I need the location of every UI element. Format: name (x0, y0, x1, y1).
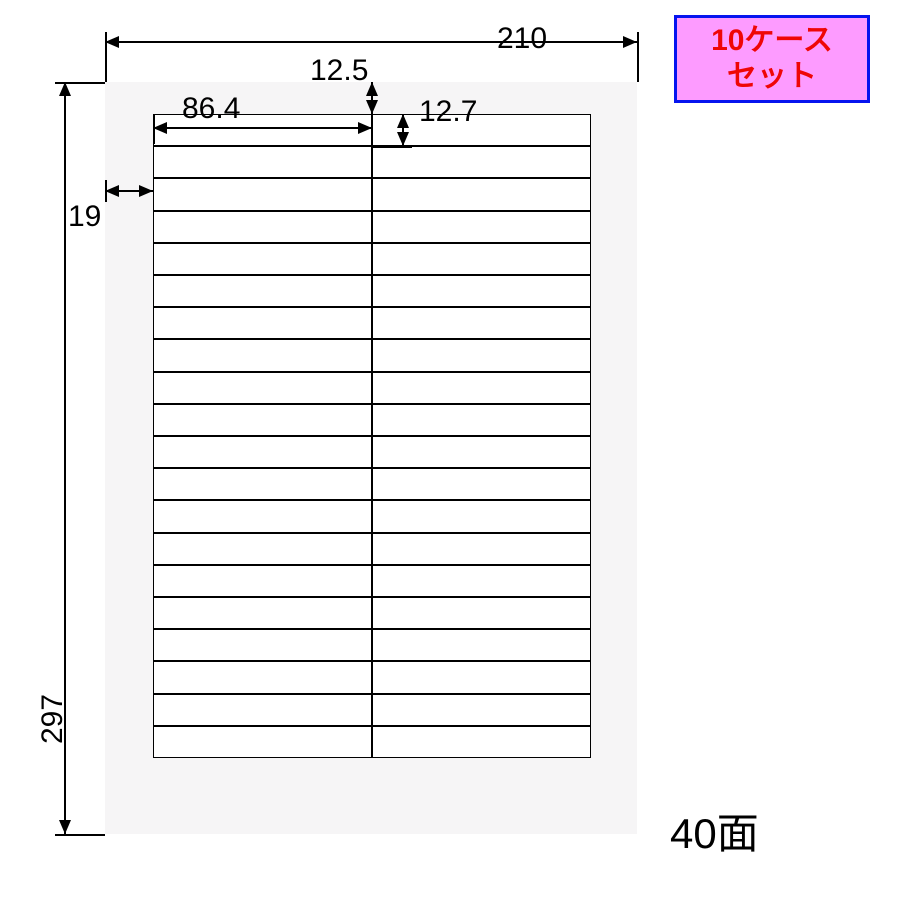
ext-line (637, 32, 639, 82)
label-cell (372, 275, 591, 307)
label-row (153, 307, 591, 339)
label-cell (153, 661, 372, 693)
arrow-icon (397, 114, 409, 128)
label-row (153, 629, 591, 661)
label-cell (153, 565, 372, 597)
label-cell (153, 243, 372, 275)
ext-line (55, 834, 105, 836)
label-cell (372, 694, 591, 726)
label-cell (153, 694, 372, 726)
label-row (153, 661, 591, 693)
label-cell (372, 146, 591, 178)
label-cell (372, 211, 591, 243)
label-cell (372, 307, 591, 339)
label-row (153, 275, 591, 307)
arrow-icon (397, 132, 409, 146)
label-cell (372, 404, 591, 436)
label-cell (372, 661, 591, 693)
arrow-icon (153, 122, 167, 134)
badge-line1: 10ケース (711, 23, 833, 59)
label-row (153, 565, 591, 597)
label-row (153, 404, 591, 436)
label-row (153, 436, 591, 468)
label-row (153, 146, 591, 178)
label-row (153, 243, 591, 275)
label-cell (372, 726, 591, 758)
arrow-icon (358, 122, 372, 134)
label-cell (372, 243, 591, 275)
label-grid (153, 114, 591, 758)
arrow-icon (623, 36, 637, 48)
dim-label-width-line (153, 127, 372, 129)
label-row (153, 211, 591, 243)
label-cell (372, 565, 591, 597)
arrow-icon (105, 36, 119, 48)
dim-label-height: 12.7 (419, 95, 477, 129)
label-row (153, 533, 591, 565)
label-row (153, 468, 591, 500)
label-cell (153, 178, 372, 210)
dim-top-margin: 12.5 (310, 54, 368, 88)
arrow-icon (105, 185, 119, 197)
label-cell (372, 533, 591, 565)
diagram-container: 10ケース セット 210 12.5 86.4 12.7 19 297 40面 (0, 0, 900, 900)
label-cell (153, 726, 372, 758)
label-row (153, 372, 591, 404)
arrow-icon (59, 82, 71, 96)
promo-badge: 10ケース セット (674, 15, 870, 103)
label-cell (372, 178, 591, 210)
label-cell (153, 436, 372, 468)
label-cell (372, 597, 591, 629)
label-cell (153, 275, 372, 307)
label-cell (153, 597, 372, 629)
label-cell (153, 533, 372, 565)
label-cell (153, 211, 372, 243)
dim-sheet-width: 210 (497, 22, 547, 56)
label-cell (153, 339, 372, 371)
label-cell (153, 629, 372, 661)
arrow-icon (139, 185, 153, 197)
badge-line2: セット (727, 59, 817, 95)
label-cell (153, 500, 372, 532)
label-row (153, 694, 591, 726)
faces-count: 40面 (670, 800, 759, 861)
label-cell (372, 468, 591, 500)
dim-sheet-height: 297 (36, 694, 70, 744)
label-cell (153, 468, 372, 500)
label-row (153, 597, 591, 629)
label-row (153, 339, 591, 371)
label-row (153, 726, 591, 758)
dim-left-margin: 19 (68, 200, 101, 234)
arrow-icon (366, 100, 378, 114)
arrow-icon (59, 820, 71, 834)
label-cell (372, 629, 591, 661)
ext-line (153, 114, 155, 144)
label-row (153, 178, 591, 210)
label-cell (153, 372, 372, 404)
ext-line (372, 146, 412, 148)
label-cell (372, 339, 591, 371)
dim-sheet-width-line (105, 41, 638, 43)
dim-label-width: 86.4 (182, 92, 240, 126)
label-cell (153, 307, 372, 339)
label-cell (153, 404, 372, 436)
ext-line (105, 180, 107, 202)
label-cell (372, 372, 591, 404)
label-row (153, 500, 591, 532)
label-cell (372, 500, 591, 532)
label-cell (153, 146, 372, 178)
label-cell (372, 436, 591, 468)
